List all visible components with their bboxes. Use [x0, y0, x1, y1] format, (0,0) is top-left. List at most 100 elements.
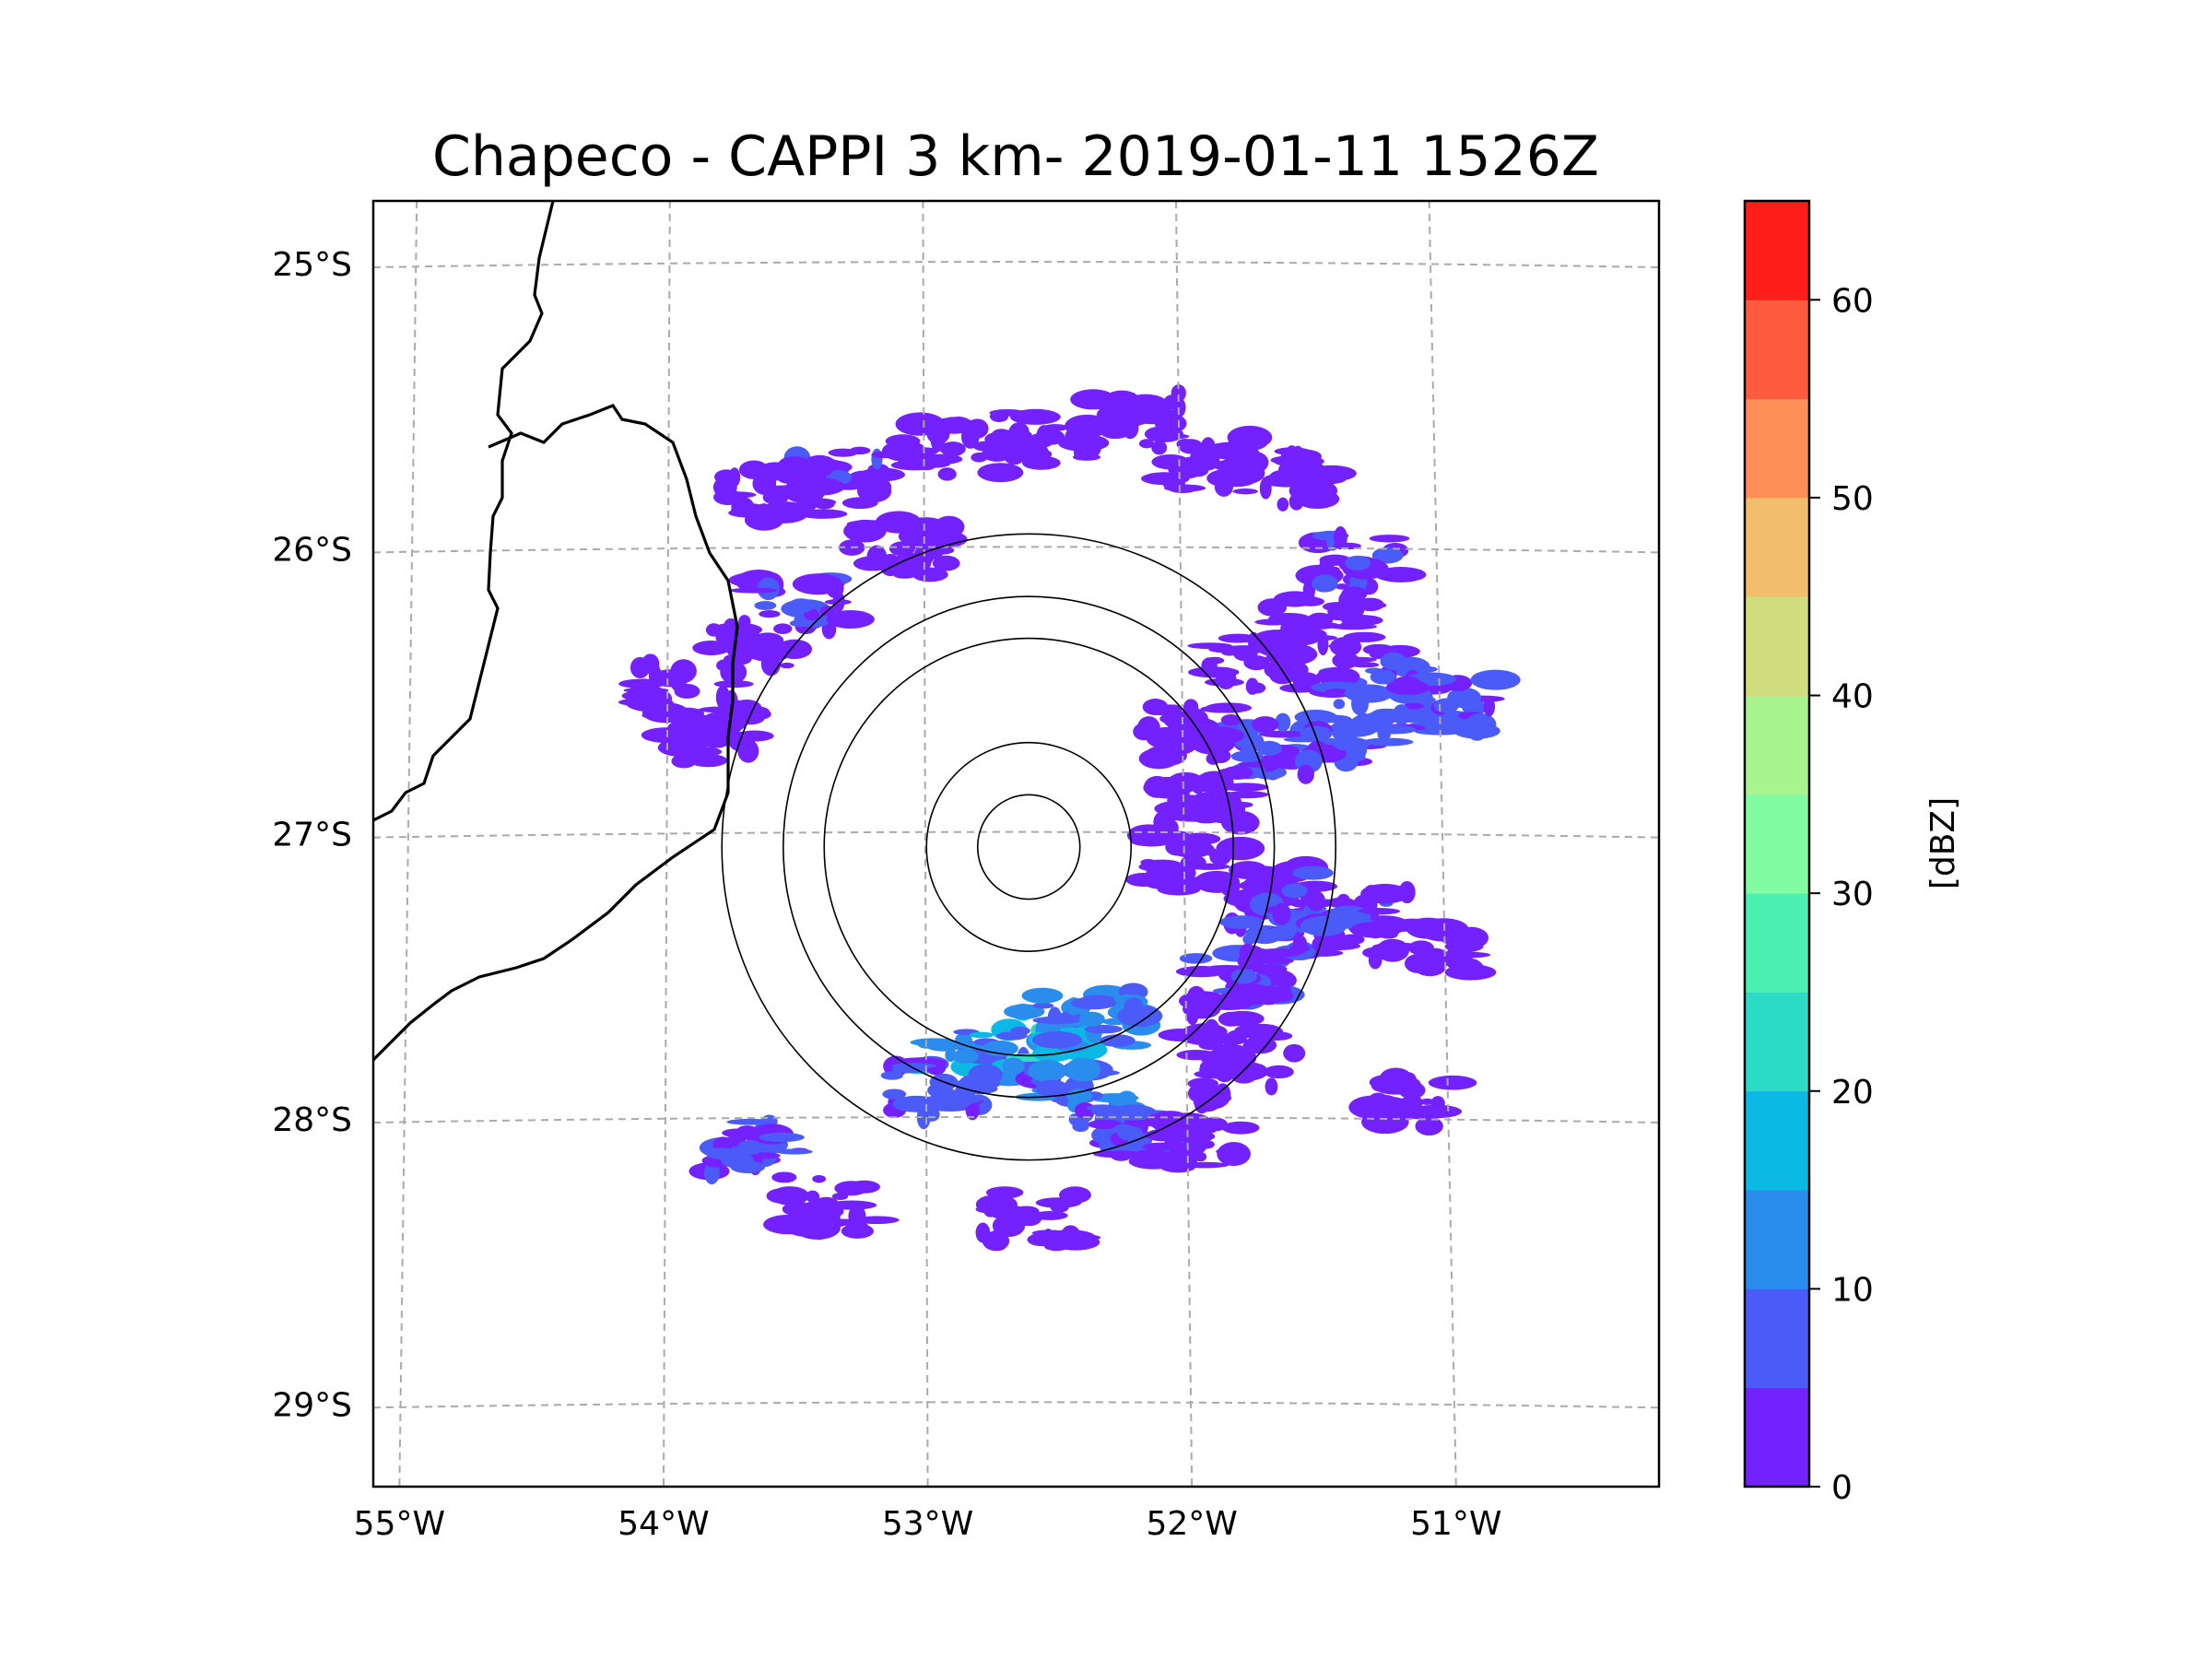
echo-core [1230, 969, 1257, 984]
echo-pixel [716, 659, 733, 672]
echo-pixel [1175, 966, 1227, 978]
echo-pixel [1349, 922, 1402, 938]
echo-pixel [729, 587, 778, 594]
echo-pixel [657, 737, 708, 758]
echo-pixel [1373, 572, 1396, 579]
echo-pixel [975, 1222, 991, 1243]
echo-pixel [1154, 413, 1187, 434]
echo-pixel [1380, 652, 1407, 671]
echo-pixel [1341, 586, 1368, 602]
echo-pixel [1449, 958, 1463, 968]
echo-pixel [1178, 439, 1204, 454]
echo-pixel [1110, 1104, 1157, 1121]
echo-pixel [854, 1216, 900, 1225]
echo-pixel [1275, 712, 1291, 732]
echo-pixel [1213, 1048, 1257, 1069]
echo-pixel [1251, 964, 1288, 975]
echo-pixel [1220, 810, 1260, 835]
echo-pixel [1361, 737, 1414, 747]
echo-pixel [1257, 598, 1288, 617]
echo-pixel [782, 1201, 817, 1217]
echo-pixel [1335, 583, 1349, 590]
echo-pixel [1130, 836, 1173, 847]
longitude-tick-label: 55°W [354, 1505, 445, 1543]
echo-pixel [1483, 696, 1496, 717]
echo-pixel [1398, 881, 1416, 904]
echo-pixel [779, 662, 794, 669]
echo-core [1218, 1011, 1244, 1027]
echo-pixel [789, 619, 809, 627]
echo-core [1332, 726, 1359, 742]
echo-pixel [1084, 1024, 1123, 1034]
echo-pixel [1444, 940, 1484, 953]
echo-pixel [1035, 1197, 1082, 1208]
echo-pixel [1341, 615, 1383, 627]
echo-pixel [1316, 487, 1331, 501]
echo-pixel [1349, 721, 1363, 729]
echo-pixel [843, 519, 887, 543]
echo-pixel [1242, 1036, 1277, 1054]
echo-pixel [1194, 1151, 1207, 1162]
echo-core [939, 441, 966, 457]
echo-pixel [705, 1147, 739, 1160]
echo-pixel [688, 754, 728, 768]
echo-pixel [1259, 730, 1306, 738]
echo-pixel [1405, 662, 1422, 668]
echo-core [737, 1139, 764, 1155]
map-area [373, 201, 1659, 1487]
meridian-line [922, 201, 929, 1487]
echo-pixel [1110, 1150, 1133, 1161]
echo-pixel [1295, 596, 1325, 606]
echo-pixel [1200, 705, 1243, 713]
echo-pixel [826, 610, 875, 629]
echo-pixel [1206, 752, 1221, 765]
meridian-line [1428, 201, 1457, 1487]
echo-pixel [1321, 941, 1354, 950]
echo-pixel [1371, 547, 1404, 564]
echo-cell [1021, 982, 1163, 1053]
echo-pixel [705, 623, 723, 637]
longitude-tick-label: 54°W [618, 1505, 709, 1543]
echo-pixel [1297, 764, 1314, 784]
meridian-line [662, 201, 671, 1487]
colorbar-units-label: [dBZ] [1924, 797, 1962, 889]
echo-core [1370, 669, 1396, 685]
colorbar-tick-label: 20 [1831, 1074, 1874, 1112]
echo-cell [1209, 712, 1333, 784]
echo-pixel [1138, 863, 1161, 871]
echo-core [1078, 1011, 1105, 1027]
echo-pixel [1306, 890, 1326, 912]
echo-pixel [1372, 724, 1417, 735]
echo-pixel [968, 1064, 1004, 1088]
echo-pixel [760, 652, 781, 677]
echo-pixel [1375, 938, 1410, 962]
echo-pixel [1191, 779, 1206, 794]
echo-pixel [1168, 484, 1198, 493]
echo-cell [1065, 384, 1187, 457]
echo-pixel [1004, 1004, 1045, 1019]
longitude-tick-label: 51°W [1410, 1505, 1501, 1543]
echo-pixel [1104, 390, 1139, 408]
colorbar-segment [1745, 1288, 1809, 1389]
echo-pixel [671, 754, 697, 769]
colorbar-segment [1745, 893, 1809, 993]
echo-pixel [1470, 669, 1521, 690]
echo-pixel [1234, 989, 1263, 996]
echo-pixel [1138, 439, 1155, 449]
echo-pixel [1325, 688, 1349, 695]
colorbar-tick-label: 50 [1831, 480, 1874, 518]
range-ring [782, 595, 1276, 1099]
echo-pixel [1072, 1121, 1089, 1133]
echo-pixel [1270, 655, 1305, 670]
echo-pixel [1406, 926, 1424, 934]
echo-core [699, 726, 725, 742]
echo-pixel [629, 656, 651, 679]
echo-pixel [1225, 791, 1269, 799]
border-brazil-states [373, 404, 739, 1062]
echo-pixel [1124, 997, 1144, 1015]
echo-pixel [731, 497, 755, 518]
echo-pixel [1269, 665, 1297, 685]
echo-core [1167, 726, 1194, 742]
echo-core [1230, 1068, 1257, 1084]
colorbar-segment [1745, 201, 1809, 300]
